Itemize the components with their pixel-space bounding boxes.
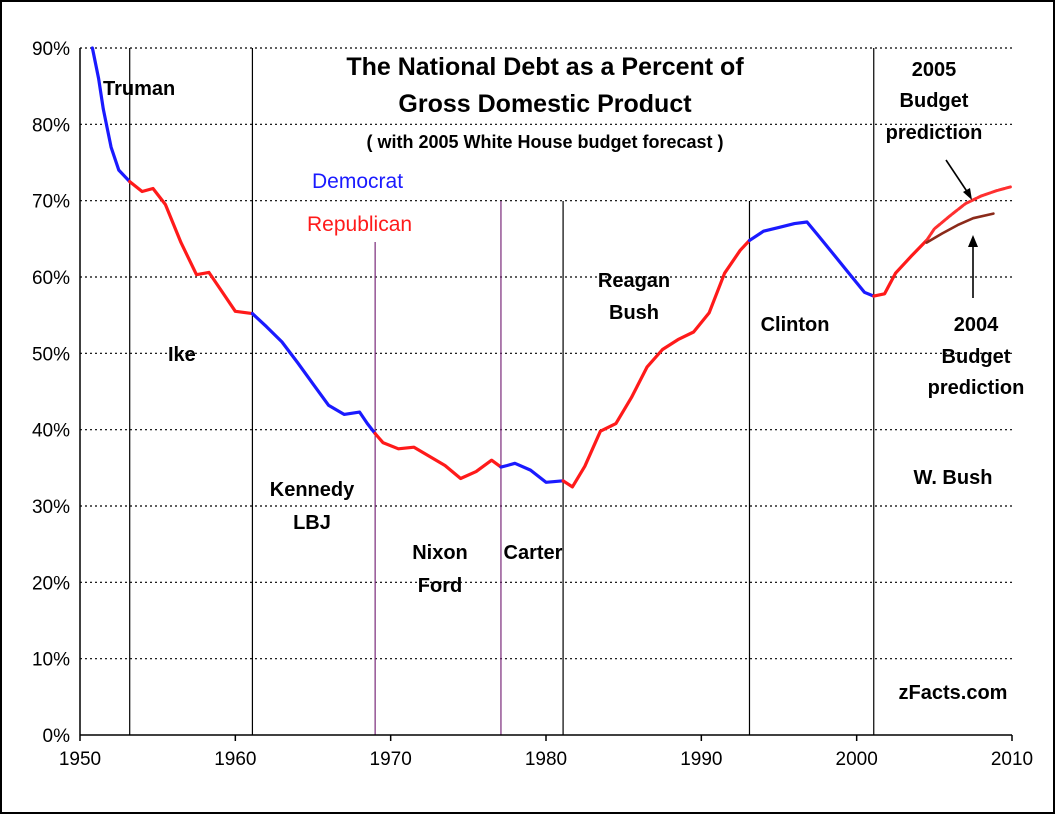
y-tick-label-70: 70% [32,192,70,213]
x-tick-label-1960: 1960 [214,749,256,770]
label-2004-year: 2004 [954,314,999,336]
label-carter: Carter [504,542,563,564]
label-2005-year: 2005 [912,59,957,81]
label-2004-prediction: prediction [928,377,1025,399]
y-tick-label-60: 60% [32,268,70,289]
chart-subtitle: ( with 2005 White House budget forecast … [366,132,723,152]
label-2005-prediction: prediction [886,122,983,144]
y-tick-label-50: 50% [32,344,70,365]
label-2005-budget: Budget [900,90,969,112]
x-tick-label-1950: 1950 [59,749,101,770]
x-tick-label-1980: 1980 [525,749,567,770]
series-2004-budget-prediction [925,212,995,244]
series-segment-reagan-bush [561,238,752,489]
chart-title: The National Debt as a Percent of [346,53,744,81]
x-tick-label-2000: 2000 [836,749,878,770]
series-segment-truman [90,46,132,184]
y-tick-label-80: 80% [32,115,70,136]
series-lines [90,46,1012,489]
label-nixon: Nixon [412,542,468,564]
series-segment-clinton [747,220,876,298]
label-ford: Ford [418,575,462,597]
y-tick-label-10: 10% [32,650,70,671]
label-clinton: Clinton [761,314,830,336]
x-tick-label-1970: 1970 [370,749,412,770]
y-tick-label-20: 20% [32,573,70,594]
legend-democrat: Democrat [312,170,403,193]
x-tick-label-2010: 2010 [991,749,1033,770]
y-tick-label-40: 40% [32,421,70,442]
gridlines [80,47,1012,660]
label-2004-budget: Budget [942,346,1011,368]
arrow-2004 [968,235,978,298]
label-ike: Ike [168,344,196,366]
label-bush: Bush [609,302,659,324]
axes: 0% 10% 20% 30% 40% 50% 60% 70% 80% 90% 1950 1960 197… [32,39,1033,770]
series-segment-nixon-ford [373,431,503,481]
source-label: zFacts.com [899,682,1008,704]
x-tick-label-1990: 1990 [680,749,722,770]
series-segment-carter [499,461,565,484]
y-tick-label-0: 0% [43,726,71,747]
series-segment-ike [128,180,254,316]
label-kennedy: Kennedy [270,479,355,501]
label-reagan: Reagan [598,270,670,292]
label-truman: Truman [103,78,175,100]
series-segment-w-bush [872,238,929,298]
label-w-bush: W. Bush [914,467,993,489]
y-tick-label-30: 30% [32,497,70,518]
arrow-2005 [945,159,972,200]
legend-republican: Republican [307,213,412,236]
label-lbj: LBJ [293,512,331,534]
y-tick-label-90: 90% [32,39,70,60]
series-2005-budget-prediction [925,185,1012,242]
series-segment-kennedy-lbj [250,312,377,436]
chart-title-line2: Gross Domestic Product [398,90,692,118]
